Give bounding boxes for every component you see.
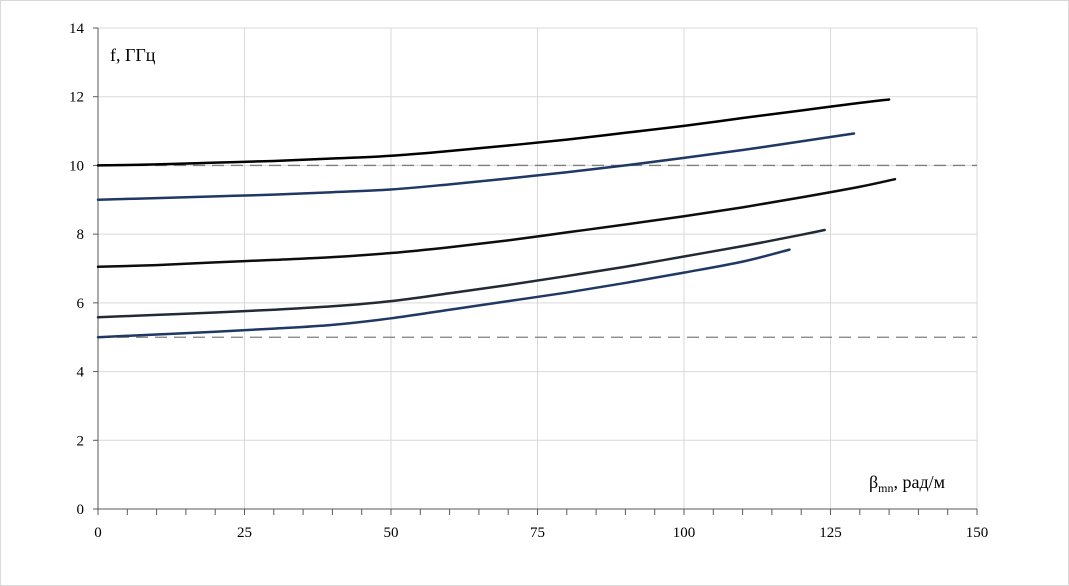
x-tick-label: 150 bbox=[966, 525, 989, 541]
y-tick-label: 4 bbox=[77, 365, 85, 381]
reference-lines bbox=[98, 164, 977, 338]
series-line bbox=[96, 228, 826, 319]
x-axis-label-subscript: mn bbox=[878, 481, 893, 495]
y-tick-label: 6 bbox=[77, 296, 85, 312]
x-tick-label: 50 bbox=[384, 525, 399, 541]
y-tick-label: 8 bbox=[77, 227, 85, 243]
y-tick-label: 12 bbox=[69, 90, 84, 106]
gridlines bbox=[98, 27, 978, 509]
series-line bbox=[96, 98, 891, 167]
series-line bbox=[96, 132, 856, 202]
axes bbox=[93, 27, 978, 515]
y-axis-label: f, ГГц bbox=[110, 45, 156, 65]
x-axis-label-suffix: , рад/м bbox=[894, 472, 946, 492]
x-tick-label: 125 bbox=[819, 525, 842, 541]
x-axis-label: βmn, рад/м bbox=[869, 472, 945, 495]
y-tick-label: 14 bbox=[69, 21, 85, 37]
x-axis-label-symbol: β bbox=[869, 472, 878, 492]
series-line bbox=[96, 177, 897, 269]
y-tick-label: 0 bbox=[77, 502, 85, 518]
series-line bbox=[96, 248, 791, 339]
x-tick-label: 75 bbox=[530, 525, 545, 541]
x-tick-label: 25 bbox=[237, 525, 252, 541]
tick-labels: 0 25 50 75 100 125 150 0 2 4 6 8 10 12 14 bbox=[69, 21, 988, 541]
y-tick-label: 10 bbox=[69, 158, 84, 174]
series-lines bbox=[96, 98, 897, 339]
x-tick-label: 0 bbox=[94, 525, 102, 541]
y-tick-label: 2 bbox=[77, 433, 85, 449]
x-tick-label: 100 bbox=[673, 525, 696, 541]
